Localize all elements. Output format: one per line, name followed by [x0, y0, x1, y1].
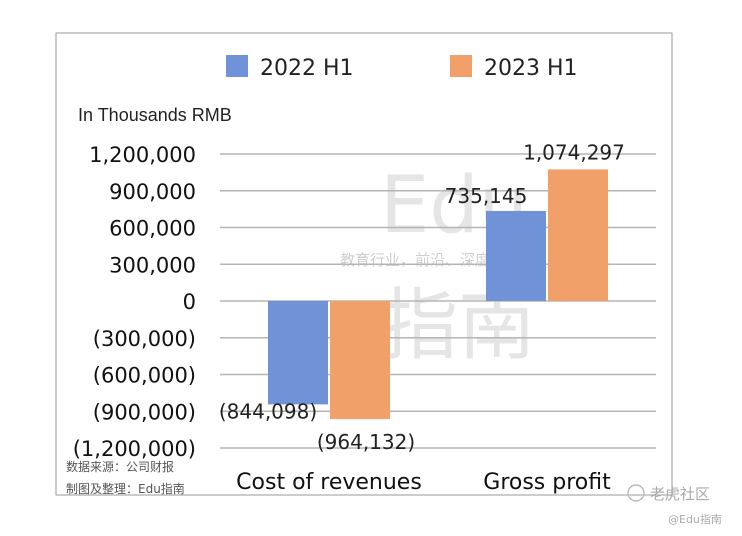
- corner-brand: 老虎社区: [650, 485, 710, 503]
- legend: 2022 H1 2023 H1: [226, 55, 578, 81]
- y-tick-label: (300,000): [93, 327, 196, 351]
- y-tick-label: (600,000): [93, 364, 196, 388]
- data-label: 1,074,297: [523, 140, 625, 164]
- source-note: 数据来源：公司财报 制图及整理：Edu指南: [66, 459, 185, 496]
- data-label: (844,098): [219, 399, 317, 423]
- bar: [486, 210, 546, 301]
- data-label: (964,132): [317, 430, 415, 454]
- legend-label-2022: 2022 H1: [260, 56, 354, 81]
- corner-handle: @Edu指南: [668, 512, 722, 526]
- source-note-line-2: 制图及整理：Edu指南: [66, 481, 185, 496]
- bars: [268, 169, 608, 420]
- tiger-logo-icon: [627, 484, 645, 502]
- category-labels: Cost of revenues Gross profit: [236, 470, 611, 495]
- chart-frame: [55, 32, 673, 496]
- bar: [330, 301, 390, 420]
- y-tick-label: 1,200,000: [89, 143, 196, 167]
- legend-swatch-2022: [226, 55, 248, 77]
- legend-swatch-2023: [450, 55, 472, 77]
- unit-label: In Thousands RMB: [78, 105, 232, 125]
- y-tick-label: (900,000): [93, 400, 196, 424]
- y-tick-label: 900,000: [109, 180, 196, 204]
- bar: [268, 301, 328, 405]
- corner-credit: 老虎社区 @Edu指南: [627, 484, 722, 526]
- y-tick-label: 0: [183, 290, 196, 314]
- bar: [548, 169, 608, 301]
- category-label: Gross profit: [483, 470, 611, 495]
- source-note-line-1: 数据来源：公司财报: [66, 459, 174, 474]
- y-tick-label: (1,200,000): [73, 437, 196, 461]
- legend-label-2023: 2023 H1: [484, 56, 578, 81]
- y-tick-label: 300,000: [109, 253, 196, 277]
- data-labels: (844,098)(964,132) 735,145 1,074,297: [219, 140, 625, 454]
- y-tick-label: 600,000: [109, 217, 196, 241]
- y-axis-ticks: 1,200,000 900,000 600,000 300,000 0 (300,000)…: [73, 143, 196, 461]
- category-label: Cost of revenues: [236, 470, 422, 495]
- data-label: 735,145: [445, 184, 528, 208]
